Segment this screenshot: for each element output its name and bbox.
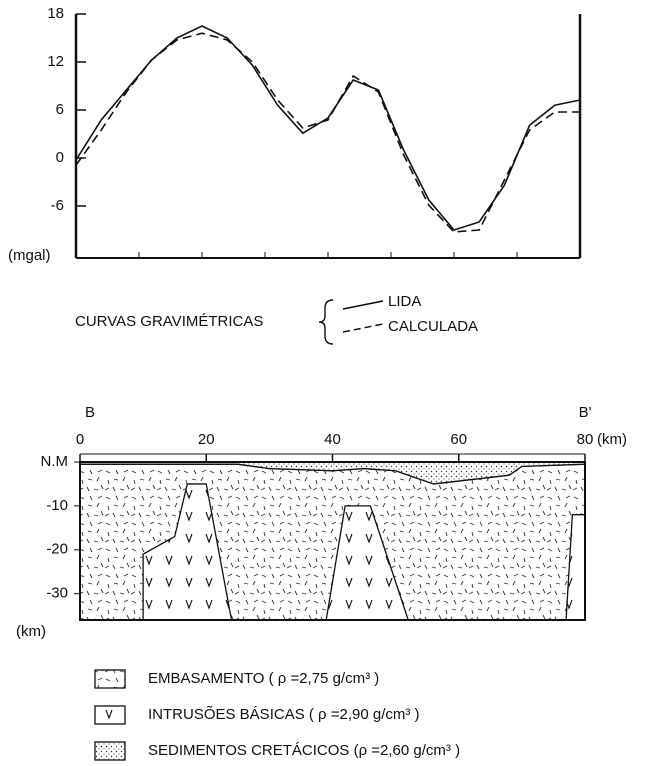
y-axis-label: (mgal) [8, 247, 51, 264]
legend-sample [342, 300, 384, 310]
legend-label: SEDIMENTOS CRETÁCICOS (ρ =2,60 g/cm³ ) [148, 742, 460, 759]
y-tick-label: 6 [56, 101, 64, 118]
y-tick-label: -10 [46, 497, 68, 514]
y-tick-label: -30 [46, 585, 68, 602]
x-tick-label: 0 [76, 431, 84, 448]
section-end: B' [579, 404, 592, 421]
legend-brace [318, 299, 334, 345]
legend-label: CALCULADA [388, 318, 478, 335]
legend-sample [342, 323, 384, 333]
legend-label: INTRUSÕES BÁSICAS ( ρ =2,90 g/cm³ ) [148, 706, 420, 723]
y-tick-label: N.M [41, 453, 69, 470]
y-tick-label: 12 [47, 53, 64, 70]
x-tick-label: 80 [577, 431, 594, 448]
legend-label: LIDA [388, 293, 421, 310]
legend-swatch [94, 669, 126, 689]
legend-swatch [94, 741, 126, 761]
y-tick-label: 0 [56, 149, 64, 166]
section-start: B [85, 404, 95, 421]
series-line [75, 32, 580, 233]
x-tick-label: 20 [198, 431, 215, 448]
y-tick-label: -20 [46, 541, 68, 558]
y-tick-label: 18 [47, 5, 64, 22]
y-axis-label: (km) [16, 623, 46, 640]
legend-swatch [94, 705, 126, 725]
legend-label: EMBASAMENTO ( ρ =2,75 g/cm³ ) [148, 670, 379, 687]
x-tick-label: 60 [450, 431, 467, 448]
x-tick-label: 40 [324, 431, 341, 448]
x-unit: (km) [597, 431, 627, 448]
y-tick-label: -6 [51, 197, 64, 214]
legend-title: CURVAS GRAVIMÉTRICAS [75, 313, 263, 330]
series-line [75, 25, 581, 231]
